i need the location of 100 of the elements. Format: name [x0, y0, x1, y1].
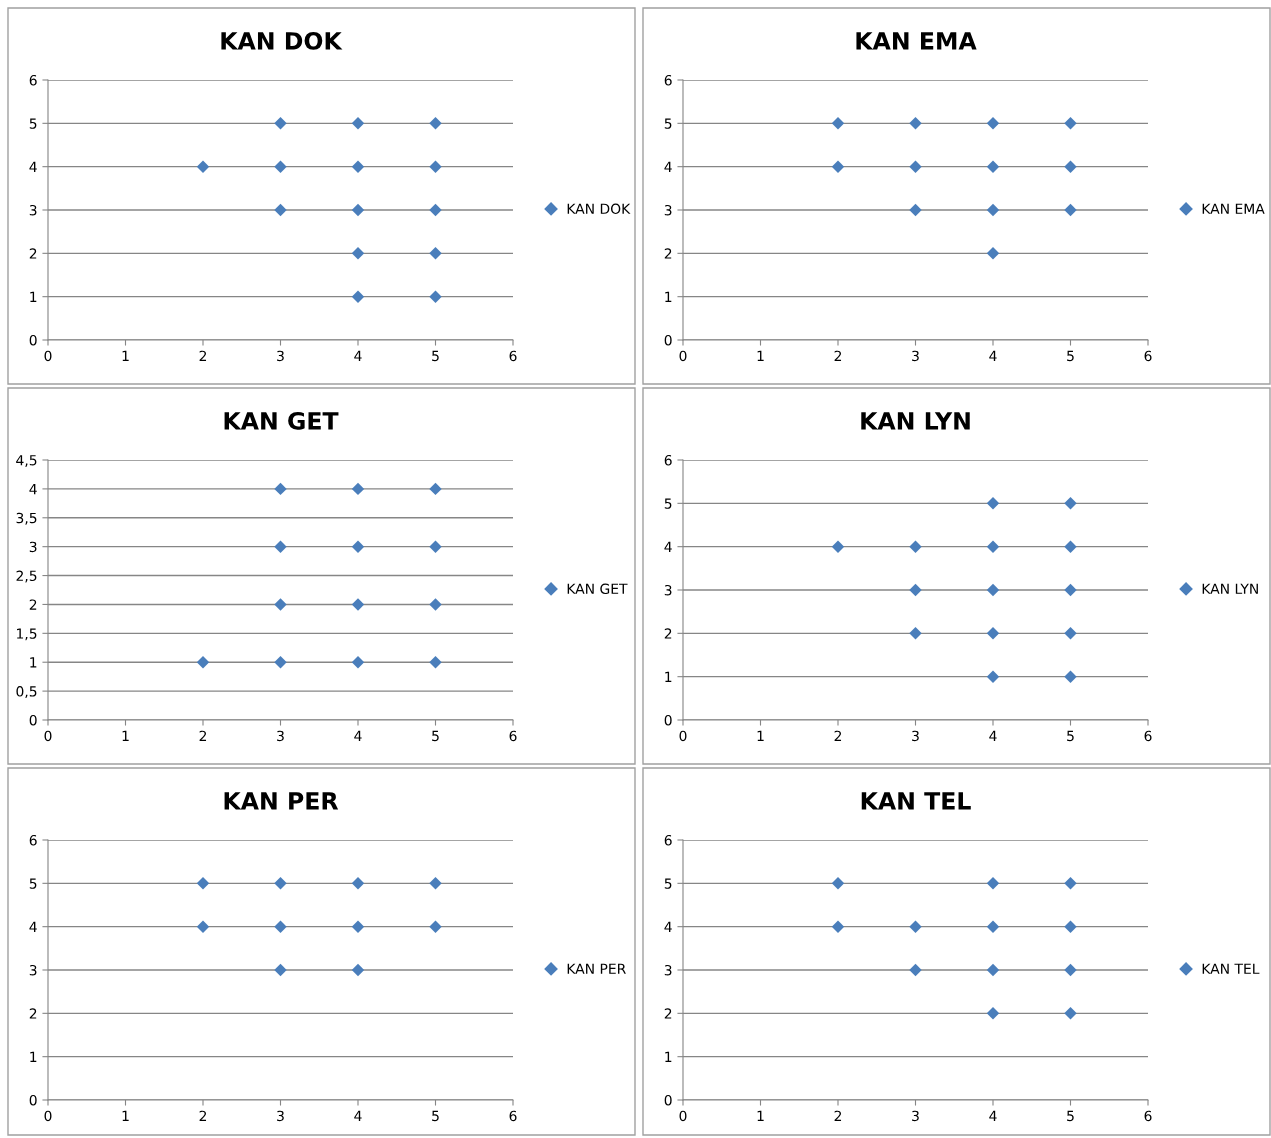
y-tick-label: 1: [30, 657, 37, 668]
x-tick-label: 3: [912, 350, 919, 362]
x-tick-label: 4: [354, 1110, 362, 1121]
y-tick-label: 0: [29, 334, 37, 346]
x-tick-label: 1: [757, 350, 764, 361]
y-tick-label: 0: [29, 714, 37, 726]
y-tick-label: 4: [29, 484, 37, 495]
y-tick-label: 0: [29, 1094, 37, 1106]
x-tick-label: 6: [509, 1110, 517, 1122]
point: [986, 920, 1000, 933]
x-tick-label: 1: [122, 350, 129, 361]
point: [274, 920, 287, 933]
chart-title: KAN GET: [224, 411, 339, 430]
point: [986, 497, 1000, 510]
legend-label: KAN TEL: [1202, 963, 1260, 974]
point: [1064, 920, 1077, 933]
y-tick-label: 4,5: [16, 455, 37, 467]
point: [429, 877, 442, 890]
x-tick-label: 0: [44, 1110, 52, 1122]
point: [429, 598, 442, 611]
point: [909, 160, 922, 173]
point: [1064, 583, 1077, 597]
point: [986, 670, 1000, 683]
point: [429, 540, 442, 553]
x-tick-label: 6: [1144, 1110, 1152, 1122]
y-tick-label: 0: [664, 714, 672, 726]
point: [351, 160, 365, 173]
x-tick-label: 0: [679, 730, 687, 742]
point: [196, 920, 210, 933]
x-tick-label: 3: [277, 730, 284, 742]
y-tick-label: 6: [29, 834, 37, 846]
y-tick-label: 3: [664, 964, 672, 976]
point: [274, 203, 287, 217]
point: [986, 627, 1000, 640]
y-tick-label: 3: [664, 584, 672, 596]
y-tick-label: 1: [665, 291, 672, 302]
x-tick-label: 4: [989, 730, 997, 741]
point: [429, 482, 442, 496]
y-tick-label: 0: [664, 1094, 672, 1106]
x-tick-label: 5: [432, 350, 439, 362]
point: [1064, 1007, 1077, 1020]
chart-title: KAN TEL: [861, 792, 971, 810]
point: [429, 160, 442, 173]
point: [429, 656, 442, 669]
point: [831, 540, 845, 553]
chart-title: KAN DOK: [221, 31, 343, 50]
point: [351, 540, 365, 553]
x-tick-label: 0: [679, 1110, 687, 1122]
x-tick-label: 5: [1067, 730, 1074, 742]
point: [909, 203, 922, 217]
point: [429, 117, 442, 130]
y-tick-label: 2: [664, 248, 672, 259]
y-tick-label: 1: [30, 291, 37, 302]
legend-label: KAN GET: [567, 583, 628, 595]
x-tick-label: 5: [1067, 350, 1074, 362]
x-tick-label: 2: [199, 1110, 207, 1121]
point: [429, 247, 442, 260]
x-tick-label: 5: [432, 730, 439, 742]
y-tick-label: 6: [664, 74, 672, 86]
x-tick-label: 2: [199, 730, 207, 741]
y-tick-label: 0,5: [16, 686, 37, 698]
point: [274, 963, 287, 977]
x-tick-label: 2: [834, 1110, 842, 1121]
y-tick-label: 6: [664, 834, 672, 846]
point: [831, 160, 845, 173]
x-tick-label: 6: [509, 730, 517, 742]
x-tick-label: 2: [199, 350, 207, 361]
x-tick-label: 0: [44, 730, 52, 742]
point: [351, 290, 365, 303]
y-tick-label: 1: [30, 1051, 37, 1062]
point: [351, 117, 365, 130]
legend-label: KAN DOK: [567, 203, 631, 215]
point: [196, 160, 210, 173]
y-tick-label: 2: [29, 1008, 37, 1019]
y-tick-label: 3: [29, 541, 37, 553]
y-tick-label: 5: [664, 118, 672, 129]
point: [351, 920, 365, 933]
x-tick-label: 6: [1144, 730, 1152, 742]
x-tick-label: 1: [757, 730, 764, 741]
point: [831, 117, 845, 130]
y-tick-label: 4: [664, 161, 672, 172]
x-tick-label: 5: [432, 1110, 439, 1122]
chart-title: KAN LYN: [861, 412, 970, 430]
y-tick-label: 3: [664, 204, 672, 216]
point: [1064, 963, 1077, 977]
y-tick-label: 1: [665, 1051, 672, 1062]
point: [351, 963, 365, 977]
point: [831, 877, 845, 890]
x-tick-label: 2: [834, 350, 842, 361]
x-tick-label: 3: [277, 1110, 284, 1122]
point: [986, 583, 1000, 597]
point: [909, 920, 922, 933]
y-tick-label: 6: [29, 74, 37, 86]
x-tick-label: 0: [44, 350, 52, 362]
point: [351, 482, 365, 496]
point: [909, 627, 922, 640]
x-tick-label: 2: [834, 730, 842, 741]
point: [1064, 160, 1077, 173]
x-tick-label: 4: [989, 350, 997, 361]
x-tick-label: 6: [1144, 350, 1152, 362]
